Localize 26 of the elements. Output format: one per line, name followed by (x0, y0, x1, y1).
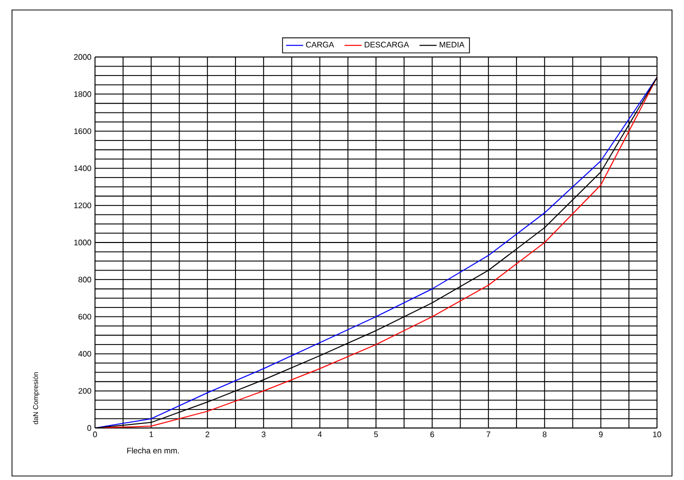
x-tick-label: 9 (598, 432, 603, 438)
y-tick-label: 600 (78, 314, 92, 320)
x-axis-title: Flecha en mm. (127, 448, 179, 454)
y-tick-label: 1400 (74, 165, 92, 172)
legend-label: MEDIA (440, 42, 464, 48)
y-tick-label: 400 (78, 350, 92, 357)
x-tick-label: 3 (262, 432, 266, 438)
x-tick-label: 8 (542, 432, 546, 438)
x-tick-label: 1 (150, 432, 154, 438)
x-tick-label: 0 (93, 432, 97, 438)
x-tick-label: 4 (318, 432, 322, 438)
y-tick-label: 2000 (74, 54, 92, 60)
y-tick-label: 1200 (74, 202, 92, 208)
y-tick-label: 200 (78, 388, 92, 394)
x-tick-label: 7 (486, 432, 490, 438)
y-tick-label: 0 (87, 425, 92, 431)
legend-label: CARGA (306, 42, 334, 48)
y-tick-label: 1600 (74, 128, 92, 134)
x-tick-label: 5 (374, 432, 378, 438)
y-tick-label: 1000 (74, 240, 92, 246)
x-tick-label: 6 (430, 432, 434, 438)
legend-label: DESCARGA (364, 42, 410, 48)
x-tick-label: 10 (653, 432, 662, 438)
x-tick-label: 2 (206, 432, 210, 438)
y-tick-label: 1800 (74, 91, 92, 97)
y-tick-label: 800 (78, 276, 92, 282)
